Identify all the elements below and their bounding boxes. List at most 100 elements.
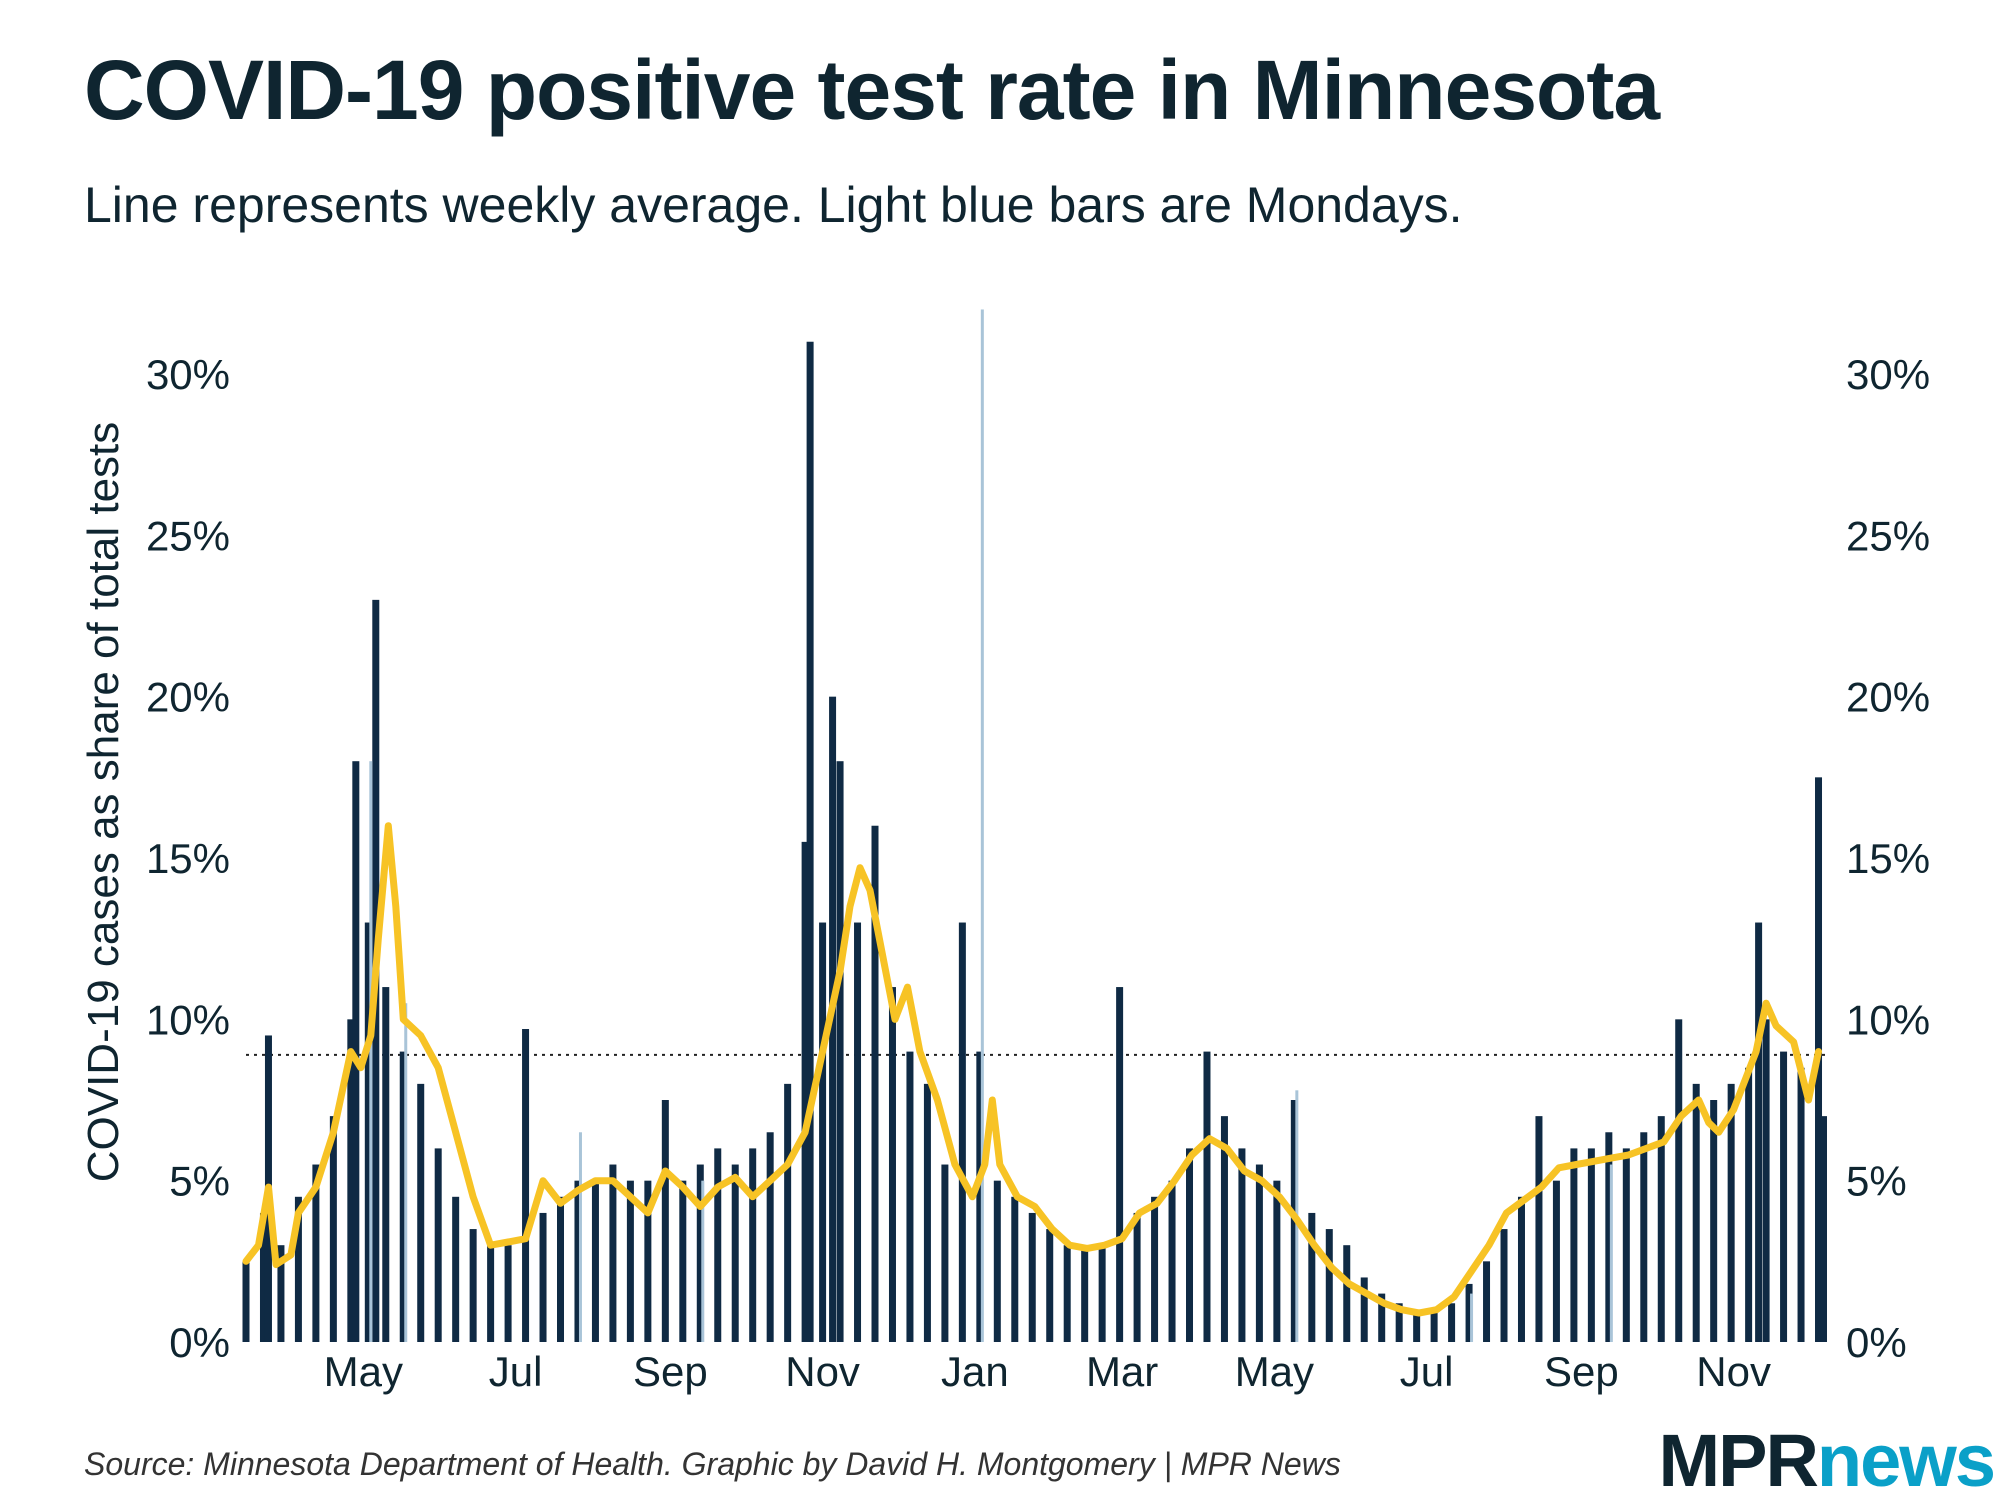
bar <box>1378 1293 1386 1342</box>
bar <box>923 1083 931 1342</box>
bars-layer <box>242 309 1828 1342</box>
bar <box>1325 1229 1333 1342</box>
bar <box>352 761 360 1342</box>
bar <box>1151 1196 1159 1342</box>
bar <box>1238 1148 1246 1342</box>
bar <box>1570 1148 1578 1342</box>
weekly-average-line <box>242 822 1822 1317</box>
y-tick-label-right: 15% <box>1846 835 1930 882</box>
y-tick-label-left: 15% <box>146 835 230 882</box>
bar <box>1780 1051 1788 1342</box>
bar <box>1273 1180 1281 1342</box>
bar <box>1762 1019 1770 1342</box>
bar <box>347 1019 355 1342</box>
bar <box>609 1164 617 1342</box>
bar <box>1465 1283 1473 1342</box>
bar <box>1063 1245 1071 1342</box>
bar <box>1046 1229 1054 1342</box>
bar <box>1028 1212 1036 1342</box>
monday-bar <box>701 1180 705 1342</box>
y-axis-label: COVID-19 cases as share of total tests <box>79 422 128 1183</box>
bar <box>1430 1309 1438 1342</box>
bar <box>1552 1180 1560 1342</box>
mpr-news-logo: MPRnews <box>1658 1418 1996 1503</box>
bar <box>1745 1067 1753 1342</box>
bar <box>644 1180 652 1342</box>
bar <box>1500 1229 1508 1342</box>
y-tick-label-right: 25% <box>1846 512 1930 559</box>
x-tick-label: Mar <box>1086 1348 1158 1395</box>
y-tick-label-right: 30% <box>1846 351 1930 398</box>
y-tick-label-right: 20% <box>1846 674 1930 721</box>
bar <box>1413 1309 1421 1342</box>
bar <box>557 1196 565 1342</box>
bar <box>714 1148 722 1342</box>
bar <box>784 1083 792 1342</box>
bar <box>277 1245 285 1342</box>
x-tick-label: Nov <box>785 1348 860 1395</box>
bar <box>1098 1245 1106 1342</box>
bar <box>1710 1100 1718 1342</box>
y-tick-label-left: 20% <box>146 674 230 721</box>
bar <box>626 1180 634 1342</box>
monday-bar <box>369 761 373 1342</box>
y-ticks-right: 0% 5% 10% 15% 20% 25% 30% <box>1846 351 1930 1366</box>
monday-bar <box>1470 1293 1474 1342</box>
bar <box>1081 1245 1089 1342</box>
monday-bar <box>404 1003 408 1342</box>
bar <box>294 1196 302 1342</box>
x-tick-label: Jan <box>941 1348 1009 1395</box>
x-tick-label: Jul <box>489 1348 543 1395</box>
bar <box>1675 1019 1683 1342</box>
y-tick-label-left: 30% <box>146 351 230 398</box>
bar <box>1011 1196 1019 1342</box>
bar <box>1360 1277 1368 1342</box>
x-tick-label: May <box>324 1348 403 1395</box>
bar <box>806 341 814 1342</box>
x-tick-label: Sep <box>1544 1348 1619 1395</box>
page-title: COVID-19 positive test rate in Minnesota <box>84 43 1660 137</box>
y-tick-label-left: 10% <box>146 996 230 1043</box>
x-tick-label: May <box>1235 1348 1314 1395</box>
bar <box>888 987 896 1342</box>
x-tick-label: Nov <box>1696 1348 1771 1395</box>
bar <box>958 922 966 1342</box>
monday-bar <box>1609 1164 1613 1342</box>
logo-news: news <box>1816 1419 1996 1502</box>
bar <box>1395 1303 1403 1342</box>
y-ticks-left: 0% 5% 10% 15% 20% 25% 30% <box>146 351 230 1366</box>
bar <box>1755 922 1763 1342</box>
bar <box>941 1164 949 1342</box>
bar <box>836 761 844 1342</box>
bar <box>522 1029 530 1342</box>
bar <box>1343 1245 1351 1342</box>
monday-bar <box>578 1132 582 1342</box>
bar <box>452 1196 460 1342</box>
x-tick-label: Jul <box>1400 1348 1454 1395</box>
bar <box>1116 987 1124 1342</box>
bar <box>574 1180 582 1342</box>
bar <box>993 1180 1001 1342</box>
logo-mpr: MPR <box>1658 1419 1818 1502</box>
bar <box>871 825 879 1342</box>
bar <box>1483 1261 1491 1342</box>
bar <box>1797 1067 1805 1342</box>
bar <box>1535 1116 1543 1342</box>
bar <box>1820 1116 1828 1342</box>
bar <box>1133 1212 1141 1342</box>
source-note: Source: Minnesota Department of Health. … <box>84 1446 1341 1482</box>
y-tick-label-right: 10% <box>1846 996 1930 1043</box>
y-tick-label-left: 0% <box>169 1319 230 1366</box>
bar <box>382 987 390 1342</box>
x-ticks: May Jul Sep Nov Jan Mar May Jul Sep Nov <box>324 1348 1771 1395</box>
bar <box>312 1164 320 1342</box>
bar <box>399 1051 407 1342</box>
bar <box>1605 1132 1613 1342</box>
bar <box>749 1148 757 1342</box>
bar <box>469 1229 477 1342</box>
bar <box>819 922 827 1342</box>
bar <box>487 1245 495 1342</box>
page-subtitle: Line represents weekly average. Light bl… <box>84 177 1463 233</box>
bar <box>696 1164 704 1342</box>
